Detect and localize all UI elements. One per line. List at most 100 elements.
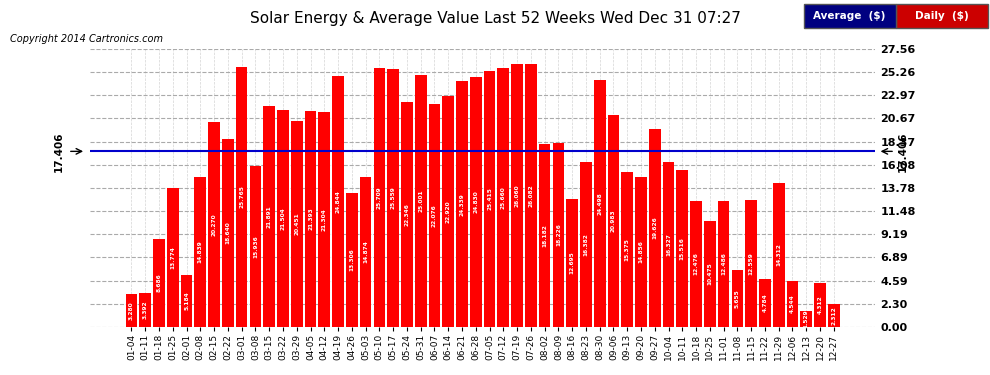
Text: 12.695: 12.695 <box>569 252 574 274</box>
Text: 25.559: 25.559 <box>391 187 396 209</box>
Text: 20.270: 20.270 <box>212 213 217 236</box>
Bar <box>662 162 674 327</box>
Bar <box>511 64 523 327</box>
Text: 22.346: 22.346 <box>404 203 410 226</box>
Bar <box>249 166 261 327</box>
Bar <box>484 70 495 327</box>
Bar <box>525 64 537 327</box>
Text: 24.498: 24.498 <box>597 192 602 215</box>
Text: 25.660: 25.660 <box>501 186 506 209</box>
Bar <box>291 121 303 327</box>
Text: 21.891: 21.891 <box>266 205 271 228</box>
Bar <box>346 193 357 327</box>
Bar <box>333 76 344 327</box>
Bar <box>470 76 481 327</box>
Bar <box>373 68 385 327</box>
Bar <box>208 123 220 327</box>
Bar <box>415 75 427 327</box>
Bar <box>539 144 550 327</box>
Bar <box>773 183 785 327</box>
Text: Average  ($): Average ($) <box>813 11 886 21</box>
Text: 12.559: 12.559 <box>748 252 753 275</box>
Bar <box>305 111 317 327</box>
Bar <box>636 177 646 327</box>
Bar <box>622 172 633 327</box>
Text: 1.529: 1.529 <box>804 310 809 328</box>
Text: 12.486: 12.486 <box>721 252 726 275</box>
Bar <box>690 201 702 327</box>
Text: 21.304: 21.304 <box>322 208 327 231</box>
Bar <box>704 221 716 327</box>
Bar <box>167 188 178 327</box>
Text: 17.406: 17.406 <box>54 131 64 172</box>
Bar <box>277 110 289 327</box>
Text: 12.476: 12.476 <box>694 252 699 275</box>
Text: 8.686: 8.686 <box>156 274 161 292</box>
Text: 15.375: 15.375 <box>625 238 630 261</box>
Text: 26.060: 26.060 <box>515 184 520 207</box>
Bar <box>676 170 688 327</box>
Text: 5.655: 5.655 <box>735 289 740 308</box>
Text: 25.001: 25.001 <box>418 189 423 212</box>
Text: 14.874: 14.874 <box>363 240 368 263</box>
Text: 16.382: 16.382 <box>583 233 588 256</box>
Text: 26.082: 26.082 <box>529 184 534 207</box>
Bar <box>608 115 620 327</box>
Text: 17.406: 17.406 <box>897 131 908 172</box>
Bar <box>745 200 757 327</box>
Bar <box>566 199 578 327</box>
Text: 24.339: 24.339 <box>459 193 464 216</box>
Bar <box>153 239 165 327</box>
Text: 13.774: 13.774 <box>170 246 175 269</box>
Bar <box>140 292 151 327</box>
Text: 10.475: 10.475 <box>708 262 713 285</box>
Bar <box>443 96 454 327</box>
Text: 22.920: 22.920 <box>446 200 450 223</box>
Text: 20.983: 20.983 <box>611 210 616 232</box>
Bar <box>359 177 371 327</box>
Bar <box>648 129 660 327</box>
Bar <box>594 80 606 327</box>
Text: 15.516: 15.516 <box>680 237 685 260</box>
Text: 21.504: 21.504 <box>280 207 285 230</box>
Text: 25.709: 25.709 <box>377 186 382 209</box>
Bar <box>181 274 192 327</box>
Text: 4.312: 4.312 <box>818 296 823 315</box>
Bar <box>552 143 564 327</box>
Text: 5.184: 5.184 <box>184 291 189 310</box>
Text: 4.784: 4.784 <box>762 293 767 312</box>
Bar <box>319 112 330 327</box>
Text: 13.306: 13.306 <box>349 248 354 271</box>
Bar <box>732 270 743 327</box>
Text: 24.830: 24.830 <box>473 190 478 213</box>
Bar <box>800 311 812 327</box>
Bar <box>263 106 275 327</box>
Bar <box>236 67 248 327</box>
Text: 3.280: 3.280 <box>129 301 134 320</box>
Bar <box>429 104 441 327</box>
Text: 24.844: 24.844 <box>336 190 341 213</box>
Bar <box>787 281 798 327</box>
Text: 16.327: 16.327 <box>666 233 671 256</box>
Bar <box>126 294 138 327</box>
Bar <box>387 69 399 327</box>
Text: 14.856: 14.856 <box>639 240 644 263</box>
Text: 22.076: 22.076 <box>432 204 437 227</box>
Text: Daily  ($): Daily ($) <box>915 11 968 21</box>
Text: Copyright 2014 Cartronics.com: Copyright 2014 Cartronics.com <box>10 34 163 44</box>
Text: 15.936: 15.936 <box>252 235 258 258</box>
Bar <box>222 139 234 327</box>
Text: 21.393: 21.393 <box>308 208 313 230</box>
Text: 18.182: 18.182 <box>543 224 547 247</box>
Bar <box>580 162 592 327</box>
Text: 4.544: 4.544 <box>790 294 795 313</box>
Bar <box>759 279 771 327</box>
Bar <box>456 81 468 327</box>
Text: 18.640: 18.640 <box>226 222 231 244</box>
Bar <box>401 102 413 327</box>
Bar <box>814 284 826 327</box>
Text: 25.415: 25.415 <box>487 187 492 210</box>
Text: 18.226: 18.226 <box>555 224 561 246</box>
Text: 19.626: 19.626 <box>652 216 657 239</box>
Text: 14.839: 14.839 <box>198 241 203 263</box>
